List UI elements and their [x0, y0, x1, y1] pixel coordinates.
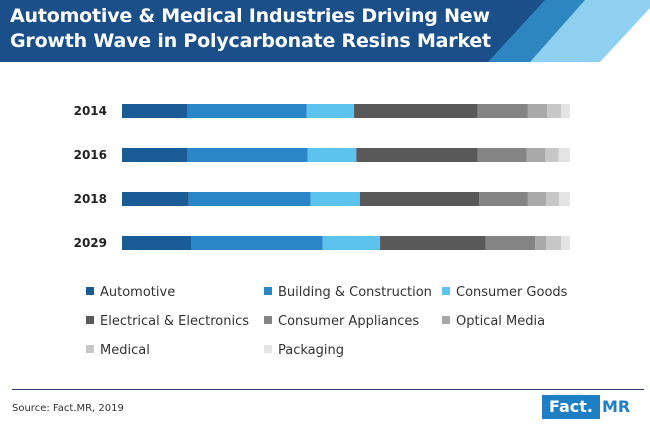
bar-segment-2014-electrical-electronics — [354, 104, 478, 118]
title-line-1: Automotive & Medical Industries Driving … — [10, 5, 490, 27]
bar-segment-2018-consumer-goods — [310, 192, 360, 206]
bar-segment-2016-packaging — [558, 148, 570, 162]
header-dark-band — [0, 0, 545, 62]
legend-item-electrical-electronics: Electrical & Electronics — [86, 314, 249, 329]
year-label-2029: 2029 — [74, 236, 107, 250]
legend-label: Medical — [100, 343, 150, 358]
bar-segment-2016-consumer-appliances — [477, 148, 527, 162]
bar-segment-2018-medical — [546, 192, 560, 206]
bar-segment-2014-building-construction — [187, 104, 307, 118]
source-note: Source: Fact.MR, 2019 — [12, 403, 124, 414]
legend-swatch — [442, 316, 450, 324]
bar-segment-2018-packaging — [559, 192, 570, 206]
year-label-2018: 2018 — [74, 192, 107, 206]
legend-item-consumer-goods: Consumer Goods — [442, 285, 567, 300]
bar-segment-2016-building-construction — [187, 148, 308, 162]
year-label-2014: 2014 — [74, 104, 107, 118]
header-banner: Automotive & Medical Industries Driving … — [0, 0, 650, 62]
bar-segment-2018-building-construction — [188, 192, 311, 206]
legend-swatch — [86, 287, 94, 295]
bar-segment-2029-optical-media — [535, 236, 547, 250]
bar-segment-2014-medical — [547, 104, 562, 118]
stacked-bar-chart: 2014 2016 2018 2029 — [74, 104, 570, 250]
bar-segment-2014-automotive — [122, 104, 188, 118]
page-title: Automotive & Medical Industries Driving … — [10, 4, 530, 54]
bar-segment-2014-packaging — [561, 104, 570, 118]
factmr-logo: Fact. MR — [542, 395, 646, 419]
bar-segment-2029-electrical-electronics — [380, 236, 486, 250]
legend-swatch — [86, 316, 94, 324]
legend-swatch — [86, 345, 94, 353]
bar-segment-2018-electrical-electronics — [359, 192, 480, 206]
bar-segment-2029-packaging — [561, 236, 570, 250]
legend-item-medical: Medical — [86, 343, 150, 358]
legend-label: Packaging — [278, 343, 344, 358]
logo-text: MR — [602, 397, 631, 416]
legend-swatch — [442, 287, 450, 295]
bar-segment-2016-medical — [545, 148, 559, 162]
bar-segment-2029-consumer-appliances — [485, 236, 536, 250]
legend-item-automotive: Automotive — [86, 285, 175, 300]
legend-label: Consumer Appliances — [278, 314, 420, 329]
legend-item-optical-media: Optical Media — [442, 314, 545, 329]
bar-segment-2029-consumer-goods — [322, 236, 381, 250]
bar-segment-2014-optical-media — [527, 104, 548, 118]
logo-box: Fact. — [542, 395, 600, 419]
bar-segment-2016-consumer-goods — [307, 148, 357, 162]
bar-segment-2016-electrical-electronics — [356, 148, 478, 162]
legend-label: Automotive — [100, 285, 176, 300]
bar-segment-2018-optical-media — [527, 192, 547, 206]
header-background — [0, 0, 650, 62]
legend-item-packaging: Packaging — [264, 343, 344, 358]
footer-divider — [12, 389, 644, 390]
legend-item-consumer-appliances: Consumer Appliances — [264, 314, 419, 329]
legend-label: Building & Construction — [278, 285, 432, 300]
legend-label: Optical Media — [456, 314, 546, 329]
year-label-2016: 2016 — [74, 148, 107, 162]
legend-item-building-construction: Building & Construction — [264, 285, 432, 300]
bar-segment-2029-building-construction — [190, 236, 323, 250]
legend-label: Electrical & Electronics — [100, 314, 250, 329]
bar-segment-2018-consumer-appliances — [479, 192, 528, 206]
bar-segment-2014-consumer-appliances — [477, 104, 528, 118]
title-line-2: Growth Wave in Polycarbonate Resins Mark… — [10, 30, 491, 52]
bar-segment-2018-automotive — [122, 192, 189, 206]
legend-swatch — [264, 287, 272, 295]
bar-segment-2029-medical — [546, 236, 562, 250]
legend-swatch — [264, 316, 272, 324]
legend-label: Consumer Goods — [456, 285, 568, 300]
bar-segment-2016-automotive — [122, 148, 188, 162]
legend-swatch — [264, 345, 272, 353]
bar-segment-2029-automotive — [122, 236, 191, 250]
bar-segment-2016-optical-media — [526, 148, 546, 162]
bar-segment-2014-consumer-goods — [306, 104, 355, 118]
